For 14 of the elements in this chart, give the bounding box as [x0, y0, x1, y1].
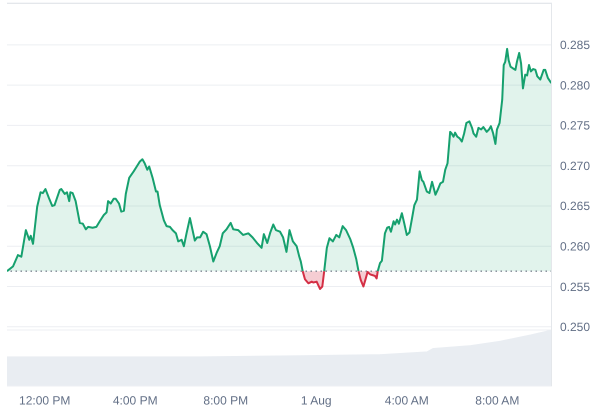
x-tick-label: 4:00 PM	[112, 394, 158, 408]
y-tick-label: 0.265	[560, 199, 590, 214]
y-tick-label: 0.280	[560, 78, 590, 92]
x-tick-label: 8:00 PM	[203, 394, 248, 408]
y-tick-label: 0.255	[560, 280, 590, 294]
y-tick-label: 0.270	[560, 158, 590, 173]
x-tick-label: 8:00 AM	[475, 394, 520, 408]
x-tick-label: 12:00 PM	[19, 394, 70, 408]
y-tick-label: 0.275	[560, 118, 590, 133]
y-tick-label: 0.250	[560, 320, 590, 334]
x-tick-label: 4:00 AM	[384, 394, 429, 408]
x-tick-label: 1 Aug	[300, 394, 332, 408]
y-tick-label: 0.285	[560, 38, 590, 52]
y-tick-label: 0.260	[560, 239, 590, 254]
